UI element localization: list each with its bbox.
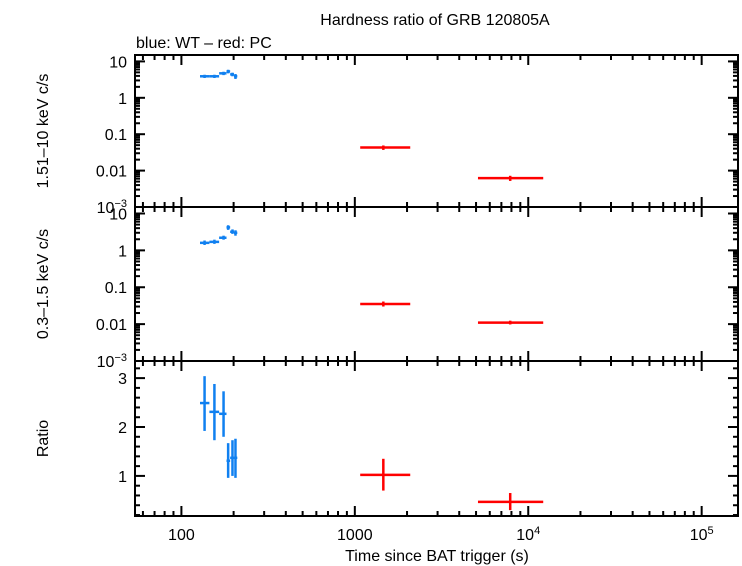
wt-data-point [209, 383, 220, 441]
pc-data-point [477, 320, 544, 325]
wt-data-point [233, 438, 238, 478]
pc-data-point [360, 145, 411, 150]
y-tick-label: 10 [109, 206, 127, 223]
panel-2: 10 1 0.1 0.01 10−3 0.3–1.5 keV c/s [35, 206, 739, 371]
wt-data-point [226, 225, 231, 230]
wt-data-point [219, 71, 227, 76]
pc-data-point [477, 175, 544, 181]
y-tick-label: 1 [118, 91, 127, 108]
y-tick-label: 10−3 [97, 198, 127, 217]
wt-data-point [219, 235, 227, 240]
y-axis-label: Ratio [35, 420, 52, 457]
wt-data-point [200, 376, 210, 431]
wt-data-point [226, 69, 231, 74]
panel-1: 10 1 0.1 0.01 10−3 1.51–10 keV c/s [35, 54, 739, 217]
pc-data-point [360, 301, 411, 307]
pc-data-point [360, 458, 411, 491]
wt-data-point [233, 74, 238, 79]
y-tick-label: 0.1 [105, 127, 127, 144]
wt-data-point [209, 239, 220, 244]
y-tick-label: 1 [118, 243, 127, 260]
wt-data-point [209, 74, 220, 79]
wt-data-point [200, 74, 210, 79]
y-tick-label: 0.01 [96, 164, 127, 181]
y-tick-label: 3 [118, 371, 127, 388]
y-tick-label: 0.1 [105, 280, 127, 297]
wt-data-point [230, 72, 234, 77]
wt-data-point [200, 240, 210, 245]
chart-title: Hardness ratio of GRB 120805A [320, 12, 550, 29]
pc-data-point [477, 493, 544, 511]
wt-data-point [233, 230, 238, 236]
x-axis-label: Time since BAT trigger (s) [345, 548, 529, 565]
y-tick-label: 10−3 [97, 352, 127, 371]
panel-frame [134, 54, 739, 208]
y-tick-label: 0.01 [96, 317, 127, 334]
y-axis-label: 0.3–1.5 keV c/s [35, 229, 52, 339]
wt-data-point [226, 443, 231, 478]
x-tick-label: 1000 [337, 527, 373, 544]
wt-data-point [230, 229, 234, 234]
y-axis-label: 1.51–10 keV c/s [35, 74, 52, 189]
wt-data-point [230, 440, 234, 476]
x-tick-label: 100 [168, 527, 195, 544]
panel-frame [134, 206, 739, 362]
chart-subtitle: blue: WT – red: PC [136, 35, 272, 52]
x-tick-label: 105 [690, 525, 714, 544]
panel-frame [134, 360, 739, 517]
wt-data-point [219, 391, 227, 437]
x-tick-label: 104 [516, 525, 540, 544]
panel-3: 3 2 1 Ratio [35, 360, 739, 517]
y-tick-label: 10 [109, 54, 127, 71]
y-tick-label: 1 [118, 469, 127, 486]
y-tick-label: 2 [118, 420, 127, 437]
